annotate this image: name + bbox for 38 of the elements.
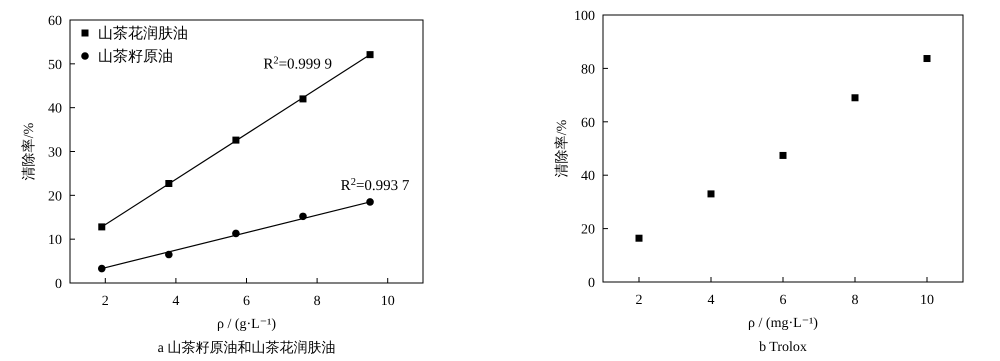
point <box>924 55 930 62</box>
x-tick-label: 2 <box>102 294 109 309</box>
y-tick-label: 40 <box>48 102 62 117</box>
point <box>780 152 786 159</box>
x-tick-label: 4 <box>708 293 714 308</box>
y-tick-label: 0 <box>588 276 595 291</box>
y-axis-title: 清除率/% <box>21 122 37 180</box>
y-tick-label: 80 <box>581 62 595 78</box>
point <box>636 234 642 242</box>
y-tick-label: 40 <box>581 169 595 184</box>
y-tick-label: 20 <box>48 189 62 204</box>
annotation: R$^{2}$=0.999 9 <box>263 55 332 73</box>
text: b Trolox <box>759 340 807 355</box>
y-tick-label: 10 <box>48 233 62 248</box>
y-tick-label: 50 <box>48 58 62 73</box>
x-axis-title: ρ / (mg·L⁻¹) <box>748 316 818 331</box>
y-axis-title: 清除率/% <box>554 119 570 178</box>
y-tick-label: 100 <box>574 9 595 24</box>
legend-label: 山茶花润肤油 <box>98 25 188 42</box>
y-tick-label: 20 <box>581 222 595 238</box>
point <box>852 94 858 102</box>
x-tick-label: 6 <box>243 294 250 309</box>
annotation: R$^{2}$=0.993 7 <box>340 176 410 194</box>
x-tick-label: 2 <box>636 293 642 308</box>
x-tick-label: 4 <box>172 294 180 309</box>
x-tick-label: 8 <box>314 294 321 309</box>
y-tick-label: 30 <box>48 146 62 160</box>
text: a 山茶籽原油和山茶花润肤油 <box>158 340 336 356</box>
x-tick-label: 6 <box>780 293 786 308</box>
x-tick-label: 10 <box>380 294 395 309</box>
y-tick-label: 0 <box>55 277 62 292</box>
x-axis-title: ρ / (g·L⁻¹) <box>216 317 276 332</box>
x-tick-label: 8 <box>852 293 858 308</box>
y-tick-label: 60 <box>48 14 62 29</box>
legend-label: 山茶籽原油 <box>98 48 173 65</box>
point <box>708 190 714 198</box>
y-tick-label: 60 <box>581 116 595 131</box>
x-tick-label: 10 <box>920 293 934 308</box>
